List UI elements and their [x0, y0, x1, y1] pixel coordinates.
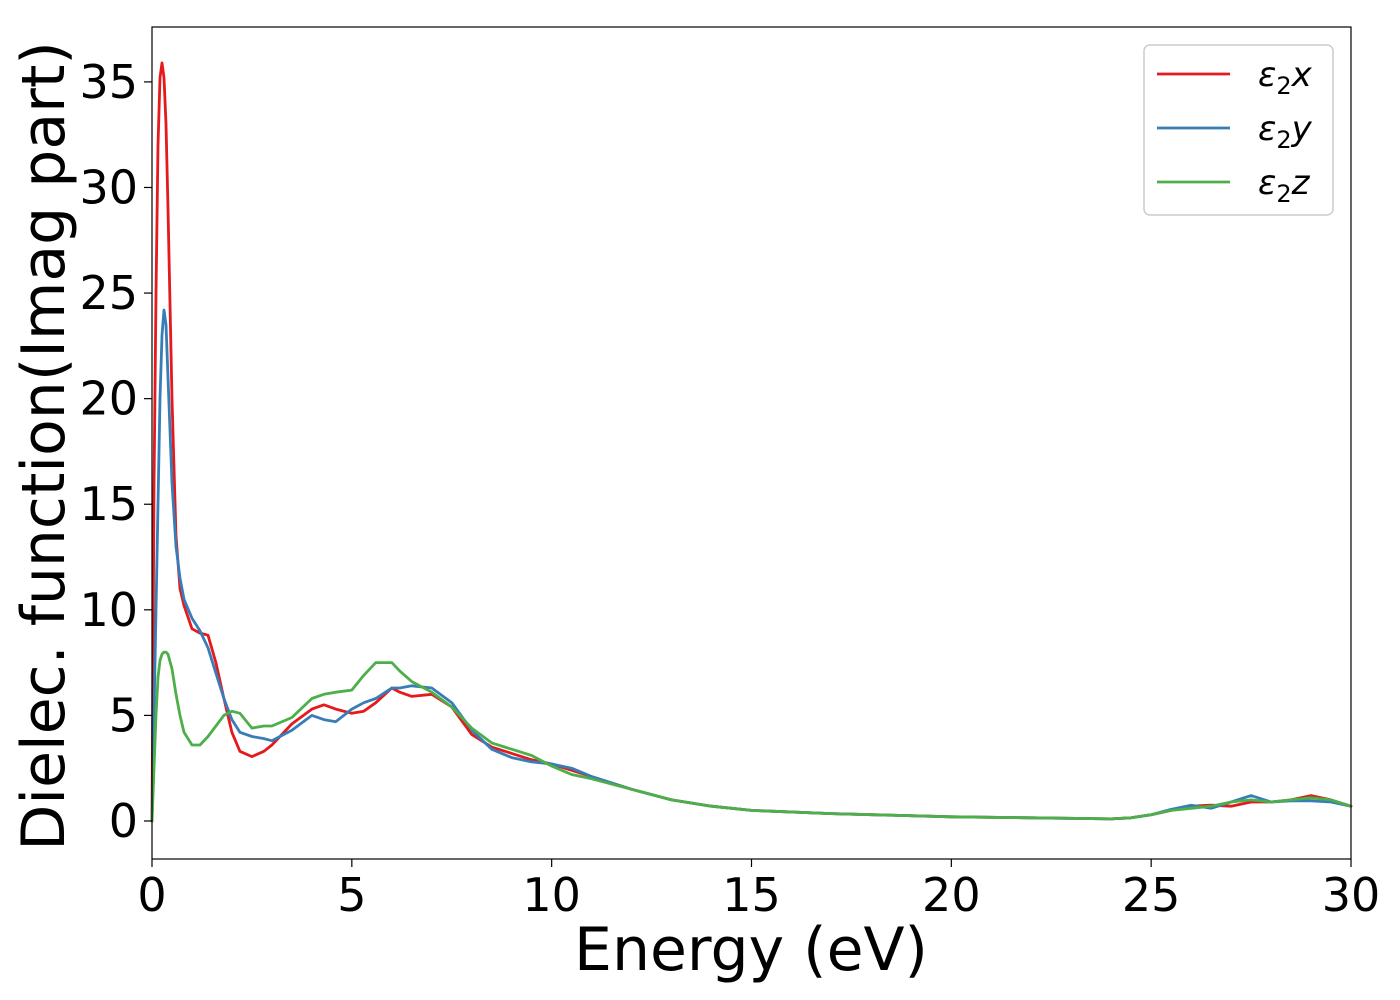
x-tick-label: 0 — [137, 868, 166, 922]
series-line-z — [150, 650, 1353, 823]
x-axis: 0 5 10 15 20 25 30 — [137, 859, 1380, 922]
legend: ε2x ε2y ε2z — [1143, 44, 1334, 216]
legend-frame — [1143, 44, 1334, 216]
x-tick-label: 25 — [1122, 868, 1181, 922]
legend-label-y: ε2y — [1258, 109, 1313, 154]
y-tick-label: 25 — [79, 266, 138, 320]
y-tick-label: 35 — [79, 55, 138, 109]
x-tick-label: 10 — [522, 868, 581, 922]
y-tick-label: 15 — [79, 477, 138, 531]
x-tick-label: 5 — [337, 868, 366, 922]
x-axis-title: Energy (eV) — [574, 915, 928, 985]
legend-label-z: ε2z — [1258, 163, 1311, 208]
y-tick-label: 0 — [109, 794, 138, 848]
y-tick-label: 10 — [79, 583, 138, 637]
x-tick-label: 20 — [922, 868, 981, 922]
x-tick-label: 30 — [1322, 868, 1381, 922]
plot-lines — [150, 61, 1353, 823]
x-tick-label: 15 — [722, 868, 781, 922]
y-tick-label: 20 — [79, 372, 138, 426]
y-tick-label: 5 — [109, 688, 138, 742]
y-axis-title: Dielec. function(Imag part) — [9, 41, 79, 851]
legend-label-x: ε2x — [1258, 55, 1313, 100]
y-tick-label: 30 — [79, 160, 138, 214]
y-axis: 0 5 10 15 20 25 30 35 — [79, 55, 152, 848]
